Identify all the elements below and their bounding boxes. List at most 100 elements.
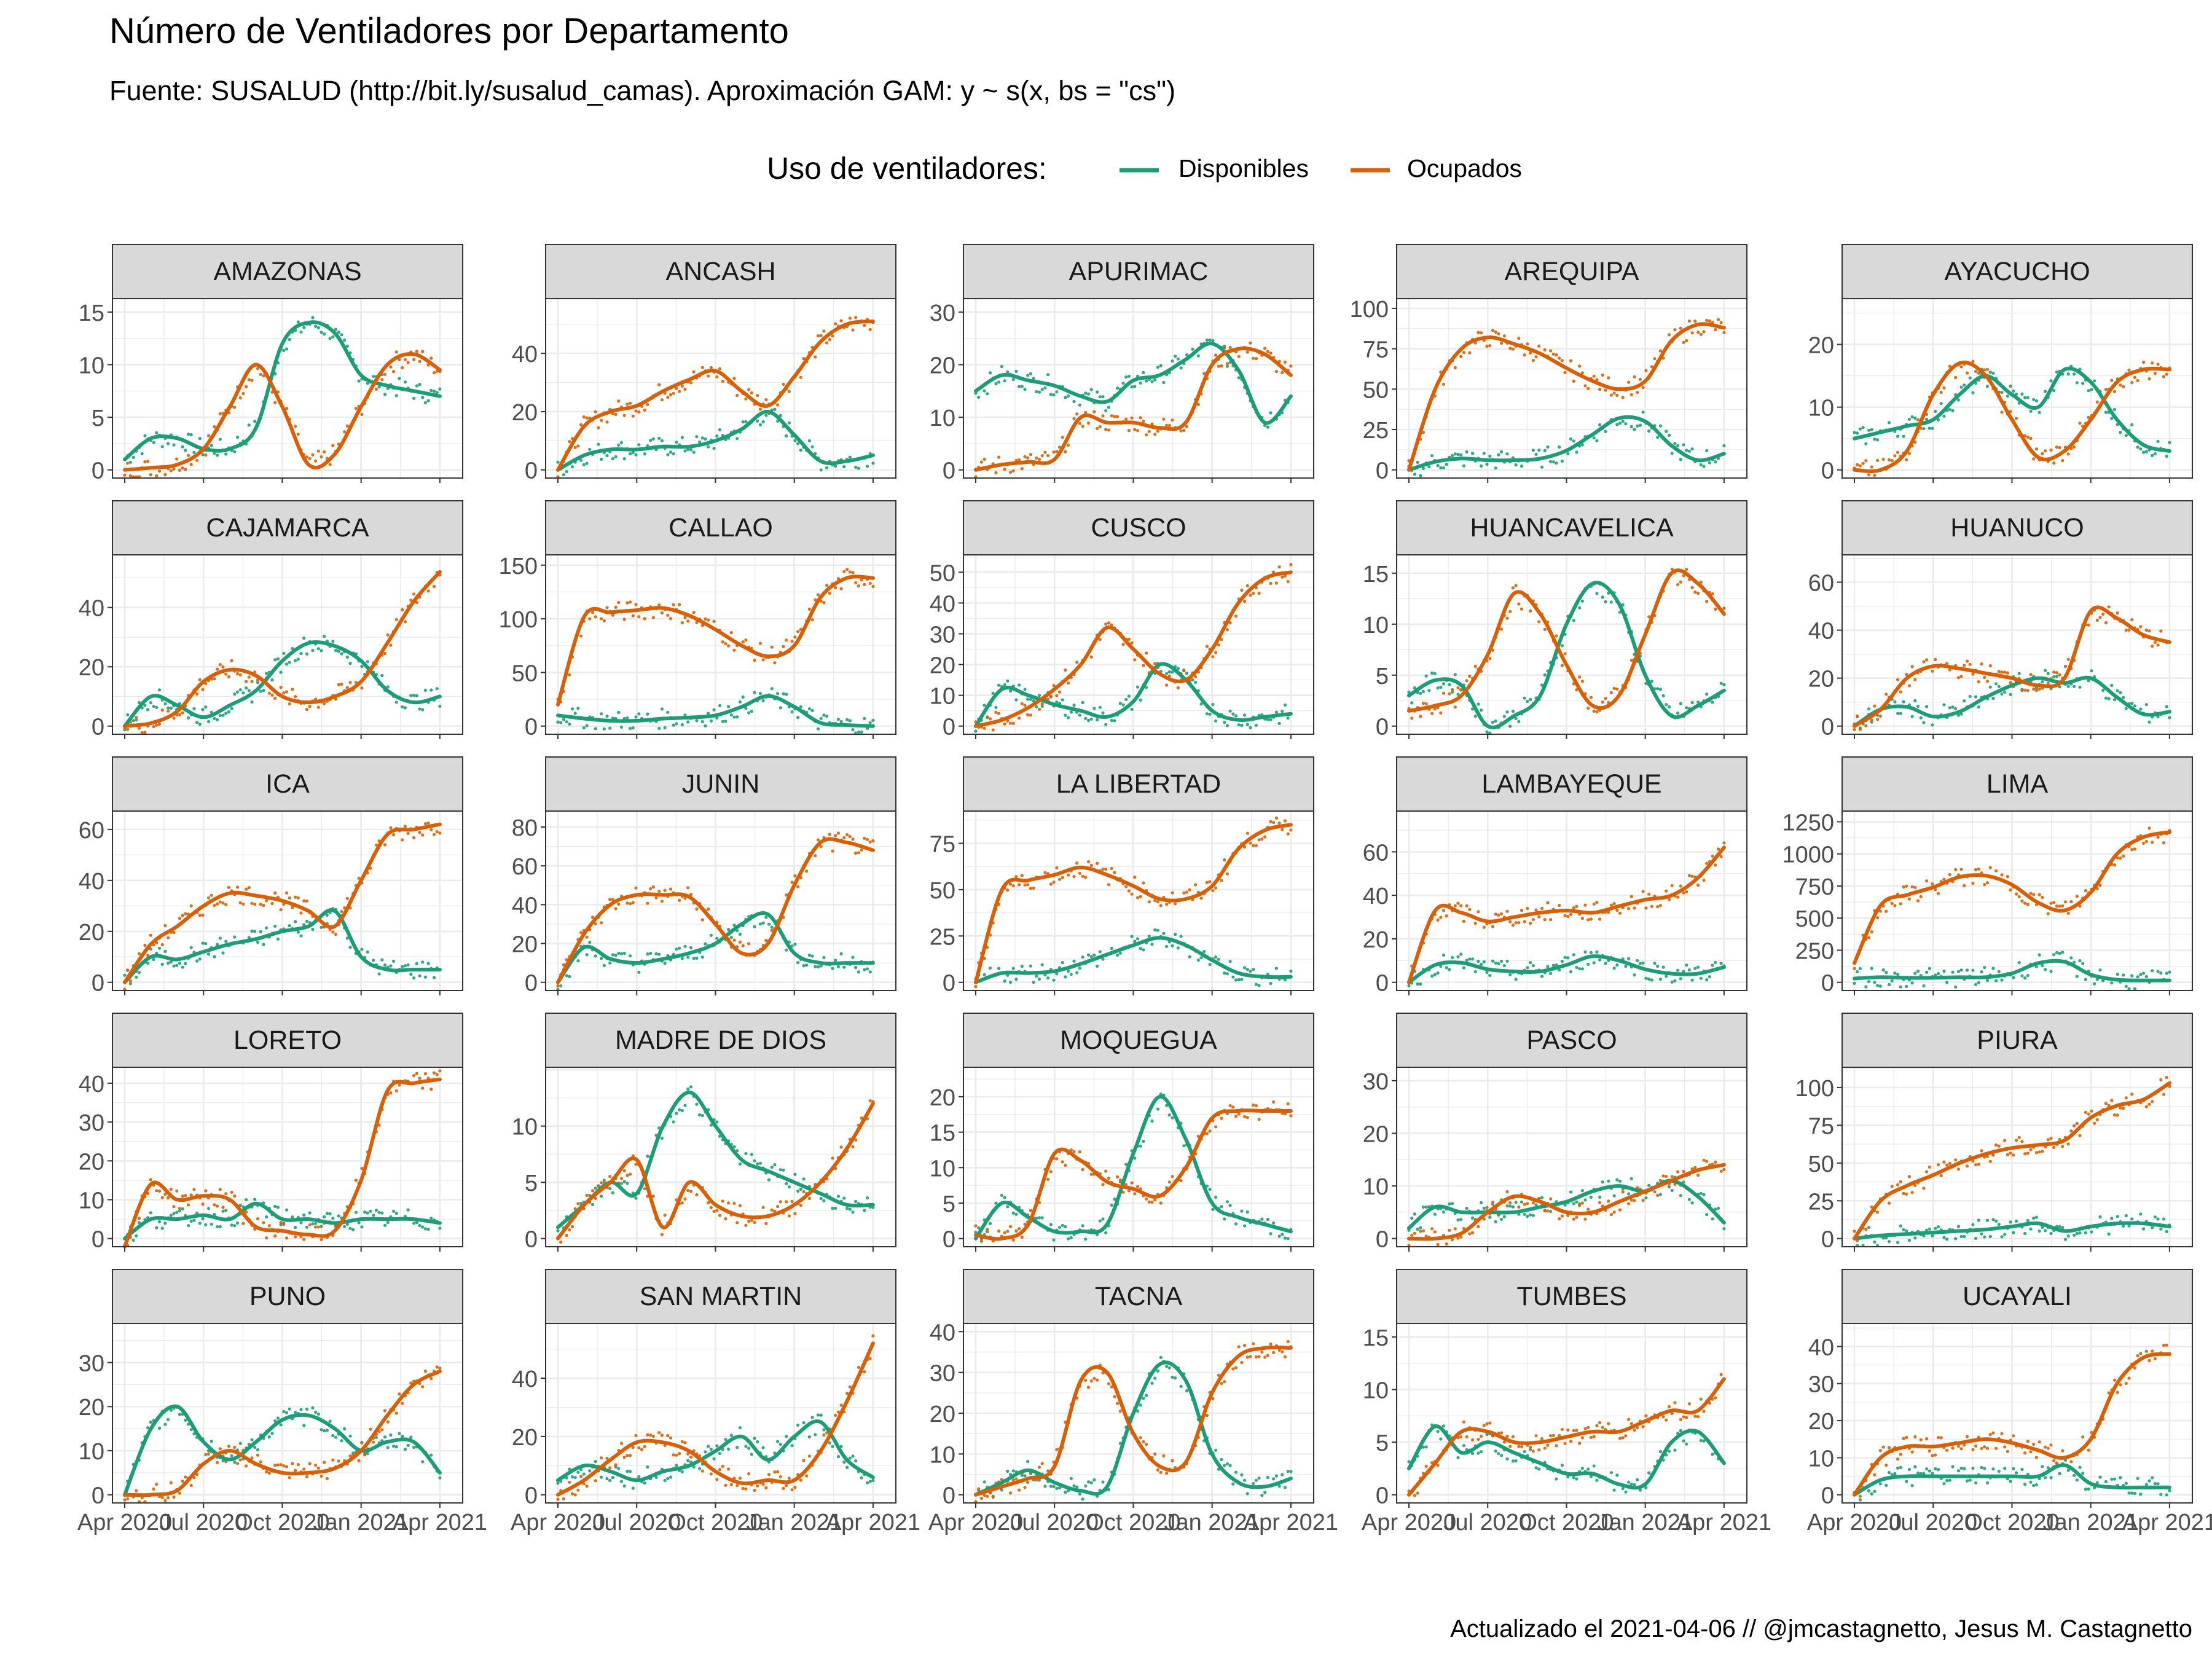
point-disponibles-la-libertad (1162, 931, 1166, 935)
point-disponibles-callao (825, 714, 829, 718)
point-ocupados-cusco (994, 710, 998, 714)
point-disponibles-ayacucho (1902, 434, 1905, 438)
point-ocupados-huanuco (2046, 681, 2050, 685)
point-ocupados-callao (568, 673, 571, 677)
point-disponibles-junin (729, 936, 733, 939)
point-ocupados-huancavelica (1529, 609, 1532, 613)
point-disponibles-huancavelica (1529, 697, 1532, 701)
point-ocupados-ica (163, 924, 167, 928)
point-ocupados-madre-de-dios (779, 1200, 782, 1204)
point-ocupados-madre-de-dios (712, 1209, 716, 1214)
point-ocupados-apurimac (1037, 458, 1041, 461)
point-ocupados-loreto (167, 1196, 170, 1199)
point-disponibles-la-libertad (1089, 955, 1093, 959)
point-disponibles-moquegua (1171, 1116, 1174, 1120)
point-disponibles-madre-de-dios (848, 1207, 852, 1211)
point-ocupados-lima (1853, 967, 1856, 970)
point-ocupados-lima (2063, 900, 2068, 904)
point-disponibles-arequipa (1549, 460, 1553, 464)
point-ocupados-huanuco (2032, 687, 2036, 691)
point-ocupados-huanuco (2063, 664, 2068, 669)
point-disponibles-piura (1928, 1227, 1931, 1231)
point-disponibles-la-libertad (1174, 932, 1177, 936)
point-disponibles-ayacucho (2034, 399, 2038, 403)
point-ocupados-madre-de-dios (619, 1177, 624, 1180)
point-disponibles-piura (2009, 1220, 2012, 1224)
point-ocupados-ancash (585, 416, 589, 420)
point-disponibles-apurimac (1121, 382, 1125, 385)
point-ocupados-callao (643, 617, 646, 621)
point-disponibles-loreto (320, 1225, 323, 1228)
point-disponibles-loreto (418, 1224, 422, 1228)
point-disponibles-pasco (1520, 1200, 1524, 1204)
point-disponibles-loreto (155, 1226, 159, 1230)
point-disponibles-ancash (834, 465, 837, 468)
point-disponibles-amazonas (331, 335, 335, 339)
point-disponibles-piura (1942, 1236, 1946, 1239)
point-disponibles-ayacucho (2130, 423, 2134, 426)
point-ocupados-moquegua (1214, 1125, 1218, 1129)
series-disponibles-lima (1853, 959, 2171, 982)
point-ocupados-cusco (1130, 641, 1134, 645)
point-ocupados-lima (1942, 877, 1946, 881)
point-disponibles-cusco (1029, 697, 1032, 701)
point-ocupados-huancavelica (1517, 602, 1521, 606)
point-disponibles-moquegua (1003, 1196, 1006, 1199)
point-ocupados-loreto (398, 1083, 401, 1087)
point-ocupados-ica (218, 900, 222, 904)
point-disponibles-lima (1913, 971, 1917, 975)
point-ocupados-callao (839, 587, 843, 590)
point-disponibles-ayacucho (1934, 409, 1937, 414)
point-disponibles-huanuco (2119, 691, 2122, 694)
point-disponibles-arequipa (1540, 465, 1544, 469)
point-ocupados-ancash (863, 323, 866, 327)
point-ocupados-lima (1948, 873, 1951, 876)
point-disponibles-madre-de-dios (756, 1162, 759, 1166)
point-disponibles-ayacucho (1910, 415, 1914, 418)
point-disponibles-cusco (1191, 678, 1194, 681)
point-ocupados-cajamarca (412, 592, 416, 596)
point-disponibles-cusco (1055, 700, 1059, 704)
point-ocupados-apurimac (1245, 350, 1249, 354)
point-disponibles-huanuco (1910, 715, 1914, 718)
point-ocupados-ancash (637, 410, 641, 414)
point-ocupados-huanuco (2055, 671, 2058, 675)
point-disponibles-moquegua (1283, 1236, 1287, 1240)
point-disponibles-ayacucho (1928, 426, 1931, 430)
point-disponibles-cusco (1234, 714, 1238, 718)
strip-label-junin: JUNIN (682, 769, 760, 799)
point-disponibles-lambayeque (1407, 984, 1411, 987)
point-ocupados-lima (1913, 885, 1917, 889)
point-disponibles-pasco (1589, 1195, 1593, 1199)
point-disponibles-cajamarca (360, 664, 364, 669)
point-disponibles-lima (2116, 972, 2119, 976)
point-disponibles-amazonas (181, 445, 184, 449)
point-disponibles-moquegua (1011, 1211, 1015, 1215)
panel-bg-callao (546, 555, 896, 734)
point-ocupados-cusco (1205, 645, 1209, 648)
strip-label-pasco: PASCO (1526, 1026, 1617, 1055)
point-disponibles-apurimac (1211, 339, 1215, 343)
point-disponibles-lambayeque (1448, 968, 1451, 971)
point-ocupados-madre-de-dios (839, 1145, 843, 1149)
point-ocupados-madre-de-dios (807, 1196, 811, 1200)
point-ocupados-lambayeque (1702, 878, 1706, 882)
point-disponibles-la-libertad (1179, 935, 1183, 938)
point-disponibles-huancavelica (1517, 720, 1521, 723)
point-ocupados-ayacucho (2104, 388, 2108, 391)
point-ocupados-ayacucho (1913, 441, 1917, 444)
point-disponibles-junin (637, 970, 641, 974)
point-disponibles-cajamarca (409, 694, 413, 697)
point-disponibles-junin (559, 984, 563, 988)
point-ocupados-arequipa (1523, 353, 1526, 357)
point-disponibles-lima (2144, 975, 2148, 979)
point-ocupados-huanuco (1922, 660, 1926, 664)
point-ocupados-moquegua (1008, 1225, 1013, 1228)
point-ocupados-arequipa (1549, 349, 1553, 353)
point-disponibles-lima (1881, 968, 1885, 972)
point-disponibles-lambayeque (1572, 953, 1575, 957)
point-disponibles-amazonas (160, 445, 164, 449)
point-disponibles-la-libertad (1240, 978, 1244, 981)
point-disponibles-amazonas (423, 401, 428, 404)
ytick-label-arequipa: 0 (1376, 458, 1389, 484)
